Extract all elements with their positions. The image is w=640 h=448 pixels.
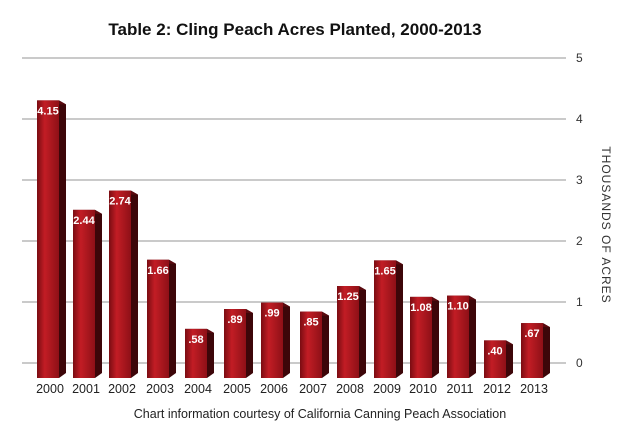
bar: [374, 260, 396, 378]
data-label: .67: [524, 328, 539, 340]
bar: [109, 190, 131, 378]
x-tick-label: 2007: [299, 382, 327, 396]
chart-title: Table 2: Cling Peach Acres Planted, 2000…: [108, 20, 482, 39]
chart-caption: Chart information courtesy of California…: [133, 407, 507, 421]
data-label: 1.25: [337, 291, 358, 303]
y-tick-label: 1: [576, 295, 583, 309]
data-label: .58: [188, 334, 203, 346]
bar-side: [95, 209, 102, 378]
bar: [521, 323, 543, 378]
bar-side: [169, 259, 176, 378]
bar-side: [246, 309, 253, 378]
bar-side: [396, 260, 403, 378]
data-label: .85: [303, 317, 318, 329]
data-label: 1.10: [447, 301, 468, 313]
x-tick-label: 2004: [184, 382, 212, 396]
bar: [73, 209, 95, 378]
data-label: .89: [227, 314, 242, 326]
bar: [410, 296, 432, 378]
bar-side: [322, 311, 329, 378]
data-label: 1.66: [147, 265, 168, 277]
bar-side: [207, 328, 214, 378]
y-tick-label: 4: [576, 112, 583, 126]
data-label: 2.44: [73, 215, 95, 227]
bar: [447, 295, 469, 378]
bar: [484, 340, 506, 378]
data-label: .40: [487, 345, 502, 357]
y-tick-label: 0: [576, 356, 583, 370]
bar-side: [131, 190, 138, 378]
bar: [224, 309, 246, 378]
x-tick-label: 2013: [520, 382, 548, 396]
data-label: 1.65: [374, 265, 395, 277]
bar-side: [543, 323, 550, 378]
bar: [147, 259, 169, 378]
data-label: 2.74: [109, 196, 131, 208]
bar: [300, 311, 322, 378]
bar: [261, 302, 283, 378]
bar-side: [432, 296, 439, 378]
bar-side: [283, 302, 290, 378]
x-tick-label: 2001: [72, 382, 100, 396]
bar: [337, 286, 359, 378]
x-tick-label: 2012: [483, 382, 511, 396]
x-tick-label: 2000: [36, 382, 64, 396]
x-tick-label: 2006: [260, 382, 288, 396]
bar-side: [506, 340, 513, 378]
x-tick-label: 2003: [146, 382, 174, 396]
x-tick-label: 2008: [336, 382, 364, 396]
bar-side: [59, 100, 66, 379]
x-tick-label: 2011: [447, 382, 474, 396]
y-tick-label: 5: [576, 51, 583, 65]
x-tick-label: 2005: [223, 382, 251, 396]
bar-side: [469, 295, 476, 378]
bar: [185, 328, 207, 378]
data-label: 4.15: [37, 105, 58, 117]
y-axis-label: THOUSANDS OF ACRES: [599, 146, 613, 304]
x-tick-label: 2010: [409, 382, 437, 396]
x-tick-label: 2009: [373, 382, 401, 396]
y-tick-label: 2: [576, 234, 583, 248]
bar: [37, 100, 59, 379]
bar-side: [359, 286, 366, 378]
data-label: 1.08: [410, 302, 431, 314]
x-tick-label: 2002: [108, 382, 136, 396]
y-tick-label: 3: [576, 173, 583, 187]
data-label: .99: [264, 308, 279, 320]
